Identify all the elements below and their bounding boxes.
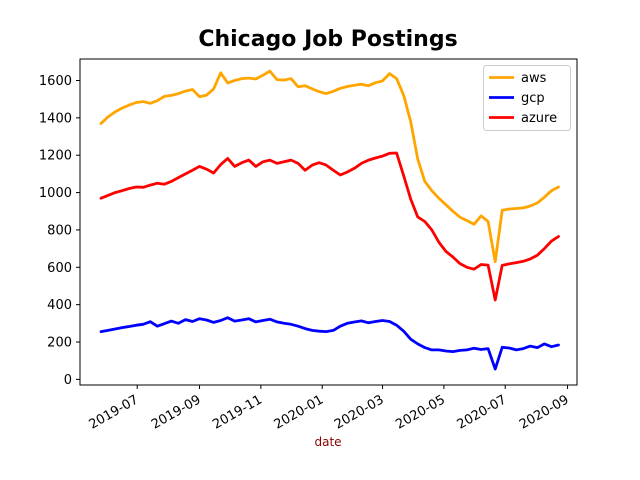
y-tick-label: 1000 xyxy=(39,186,72,201)
x-tick-label: 2020-03 xyxy=(332,392,387,432)
y-tick-label: 400 xyxy=(47,298,72,313)
y-tick-label: 1400 xyxy=(39,111,72,126)
y-tick-label: 1200 xyxy=(39,149,72,164)
x-tick-label: 2020-07 xyxy=(455,392,510,432)
legend: aws gcp azure xyxy=(483,65,571,131)
chart-title: Chicago Job Postings xyxy=(198,27,457,52)
series-line-azure xyxy=(99,151,560,302)
x-tick-label: 2020-05 xyxy=(393,392,448,432)
series-line-aws xyxy=(99,69,560,264)
plot-border xyxy=(79,58,578,386)
legend-label-azure: azure xyxy=(521,111,557,126)
x-tick-label: 2019-07 xyxy=(87,392,142,432)
y-tick-label: 0 xyxy=(64,373,72,388)
y-tick-label: 200 xyxy=(47,336,72,351)
x-tick-label: 2020-09 xyxy=(517,392,572,432)
y-tick-label: 1600 xyxy=(39,74,72,89)
x-tick-label: 2020-01 xyxy=(272,392,327,432)
legend-label-aws: aws xyxy=(521,71,547,86)
legend-box xyxy=(483,65,571,131)
x-axis-label: date xyxy=(314,435,341,449)
legend-label-gcp: gcp xyxy=(521,91,545,106)
x-tick-label: 2019-09 xyxy=(149,392,204,432)
y-tick-label: 800 xyxy=(47,223,72,238)
y-tick-label: 600 xyxy=(47,261,72,276)
series-line-gcp xyxy=(99,316,560,371)
x-tick-label: 2019-11 xyxy=(210,392,265,432)
